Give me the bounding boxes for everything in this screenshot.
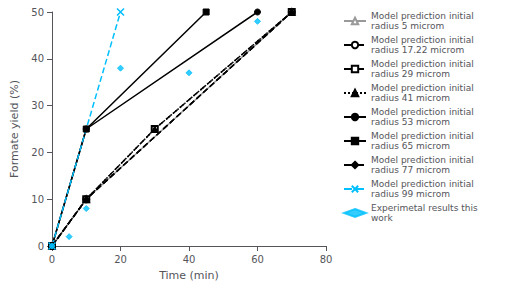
svg-text:Formate yield (%): Formate yield (%) bbox=[8, 80, 21, 178]
svg-text:Model prediction initial: Model prediction initial bbox=[371, 155, 474, 165]
svg-text:work: work bbox=[371, 213, 394, 223]
svg-text:radius 29 microm: radius 29 microm bbox=[371, 69, 450, 79]
svg-text:Model prediction initial: Model prediction initial bbox=[371, 107, 474, 117]
svg-text:radius 99 microm: radius 99 microm bbox=[371, 189, 450, 199]
svg-text:radius 77 microm: radius 77 microm bbox=[371, 165, 450, 175]
svg-text:Model prediction initial: Model prediction initial bbox=[371, 131, 474, 141]
svg-text:Experimetal results this: Experimetal results this bbox=[371, 203, 478, 213]
svg-text:40: 40 bbox=[31, 53, 44, 64]
svg-text:40: 40 bbox=[183, 254, 196, 265]
svg-text:0: 0 bbox=[38, 241, 44, 252]
svg-text:50: 50 bbox=[31, 7, 44, 18]
svg-text:0: 0 bbox=[49, 254, 55, 265]
svg-text:radius 41 microm: radius 41 microm bbox=[371, 93, 450, 103]
svg-text:20: 20 bbox=[31, 147, 44, 158]
svg-text:Model prediction initial: Model prediction initial bbox=[371, 59, 474, 69]
svg-text:10: 10 bbox=[31, 194, 44, 205]
svg-text:Model prediction initial: Model prediction initial bbox=[371, 35, 474, 45]
svg-text:radius 5 microm: radius 5 microm bbox=[371, 21, 444, 31]
svg-text:80: 80 bbox=[320, 254, 333, 265]
svg-text:radius 53 microm: radius 53 microm bbox=[371, 117, 450, 127]
svg-text:20: 20 bbox=[114, 254, 127, 265]
svg-text:60: 60 bbox=[251, 254, 264, 265]
svg-text:30: 30 bbox=[31, 100, 44, 111]
svg-text:Time (min): Time (min) bbox=[158, 269, 219, 282]
svg-text:Model prediction initial: Model prediction initial bbox=[371, 179, 474, 189]
svg-text:radius 65 microm: radius 65 microm bbox=[371, 141, 450, 151]
svg-text:radius 17.22 microm: radius 17.22 microm bbox=[371, 45, 464, 55]
svg-text:Model prediction initial: Model prediction initial bbox=[371, 11, 474, 21]
svg-text:Model prediction initial: Model prediction initial bbox=[371, 83, 474, 93]
